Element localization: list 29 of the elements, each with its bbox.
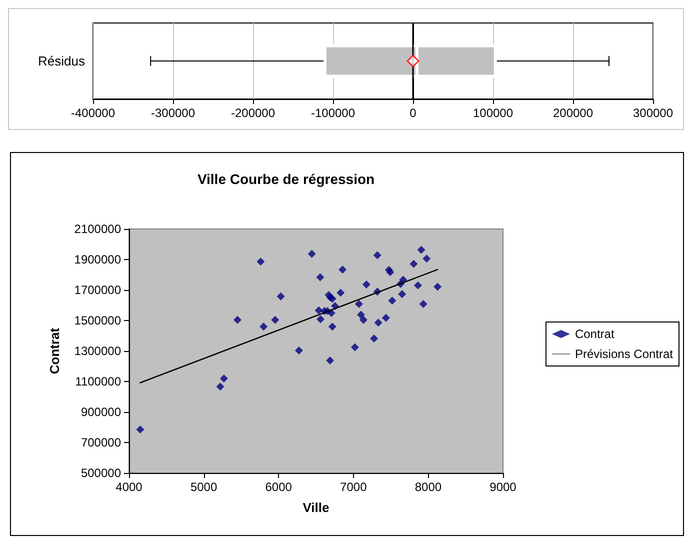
y-tick-label: 900000 bbox=[80, 405, 122, 419]
x-tick-label: 6000 bbox=[265, 480, 292, 494]
x-tick-label: 8000 bbox=[414, 480, 442, 494]
y-tick-label: 1300000 bbox=[74, 344, 122, 358]
x-tick-label: -100000 bbox=[310, 106, 356, 120]
legend-label: Prévisions Contrat bbox=[574, 347, 674, 361]
chart-title: Ville Courbe de régression bbox=[197, 171, 375, 187]
x-tick-label: -200000 bbox=[230, 106, 276, 120]
legend-label: Contrat bbox=[574, 327, 615, 341]
y-tick-label: 500000 bbox=[80, 466, 122, 480]
x-tick-label: -300000 bbox=[150, 106, 196, 120]
y-tick-label: 1900000 bbox=[74, 252, 122, 266]
y-tick-label: 2100000 bbox=[74, 222, 122, 236]
x-tick-label: 9000 bbox=[490, 480, 517, 494]
y-axis-title: Contrat bbox=[47, 327, 62, 374]
y-tick-label: 1700000 bbox=[74, 283, 122, 297]
x-tick-label: 7000 bbox=[340, 480, 368, 494]
y-tick-label: Résidus bbox=[38, 54, 86, 68]
x-tick-label: 300000 bbox=[632, 106, 674, 120]
x-tick-label: -400000 bbox=[70, 106, 116, 120]
x-tick-label: 100000 bbox=[472, 106, 514, 120]
x-tick-label: 4000 bbox=[116, 480, 143, 494]
x-tick-label: 200000 bbox=[552, 106, 594, 120]
x-tick-label: 5000 bbox=[190, 480, 218, 494]
x-axis-title: Ville bbox=[302, 500, 330, 515]
y-tick-label: 1500000 bbox=[74, 314, 122, 328]
y-tick-label: 700000 bbox=[80, 436, 122, 450]
x-tick-label: 0 bbox=[410, 106, 417, 120]
y-tick-label: 1100000 bbox=[75, 374, 122, 388]
